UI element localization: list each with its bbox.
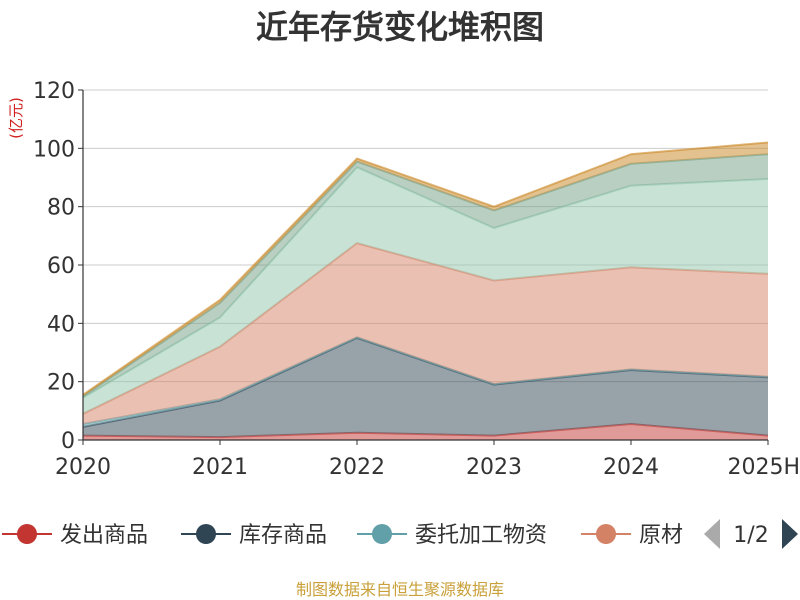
y-tick-label: 0 (61, 429, 75, 454)
y-tick-label: 40 (47, 312, 75, 337)
legend-label: 发出商品 (60, 523, 148, 548)
y-tick-label: 20 (47, 371, 75, 396)
area-series-3 (83, 243, 768, 424)
y-tick-label: 60 (47, 254, 75, 279)
y-tick-label: 120 (33, 79, 75, 104)
x-tick-label: 2023 (466, 455, 522, 480)
legend-next-arrow-icon[interactable] (782, 519, 798, 549)
legend-prev-arrow-icon[interactable] (704, 519, 720, 549)
y-tick-label: 80 (47, 196, 75, 221)
legend-label: 委托加工物资 (415, 523, 547, 548)
legend-item[interactable]: 原材 (581, 523, 683, 548)
legend-item[interactable]: 委托加工物资 (357, 523, 547, 548)
legend-marker-icon (196, 524, 216, 544)
area-series-layer (82, 141, 769, 440)
legend-marker-icon (17, 524, 37, 544)
chart-title: 近年存货变化堆积图 (256, 8, 544, 46)
axes: 0 20 40 60 80 100 120 2020 2021 2022 2023 2024 2025H (33, 79, 800, 480)
legend-page-indicator: 1/2 (733, 523, 768, 548)
x-tick-label: 2022 (329, 455, 385, 480)
x-tick-label: 2020 (55, 455, 111, 480)
data-source-note: 制图数据来自恒生聚源数据库 (296, 580, 504, 599)
area-series-4 (83, 167, 768, 414)
legend-label: 库存商品 (239, 523, 327, 548)
legend-marker-icon (372, 524, 392, 544)
legend: 发出商品 库存商品 委托加工物资 原材 (2, 523, 683, 548)
legend-marker-icon (596, 524, 616, 544)
x-tick-label: 2021 (192, 455, 248, 480)
legend-item[interactable]: 发出商品 (2, 523, 148, 548)
area-series-1 (83, 337, 768, 438)
area-series-0 (83, 424, 768, 440)
area-series-line-6 (82, 141, 769, 396)
y-tick-label: 100 (33, 137, 75, 162)
area-series-5 (83, 154, 768, 398)
x-tick-label: 2024 (603, 455, 659, 480)
legend-pager: 1/2 (704, 519, 798, 549)
legend-label: 原材 (639, 523, 683, 548)
x-tick-label: 2025H (727, 455, 800, 480)
legend-items: 发出商品 库存商品 委托加工物资 原材 (2, 523, 683, 548)
y-axis-unit: (亿元) (7, 97, 25, 139)
legend-item[interactable]: 库存商品 (181, 523, 327, 548)
